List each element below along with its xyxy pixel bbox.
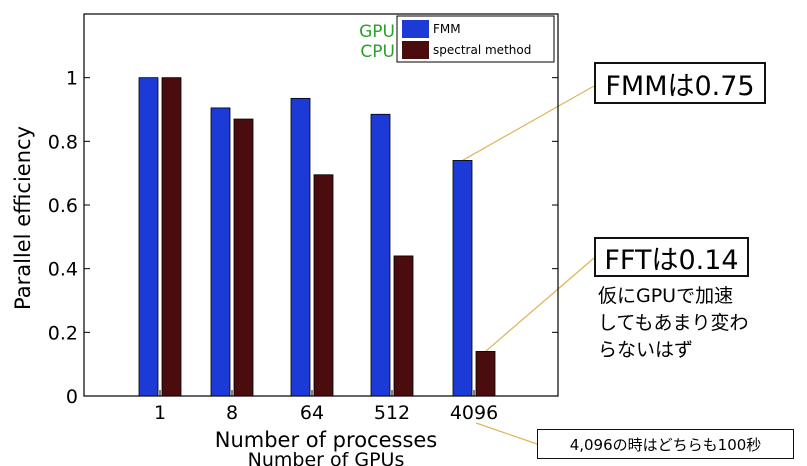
bar-spectral-8	[233, 118, 254, 397]
bar-spectral-512	[393, 255, 414, 397]
time-note-callout: 4,096の時はどちらも100秒	[537, 429, 794, 459]
bar-fmm-1	[138, 77, 159, 397]
y-axis: 0 0.2 0.4 0.6 0.8 1	[48, 68, 558, 408]
x-axis-title-secondary: Number of GPUs	[248, 449, 405, 466]
bar-fmm-4096	[452, 160, 473, 397]
y-tick-label: 0.4	[48, 259, 78, 281]
fft-note-line-2: してもあまり変わ	[598, 312, 749, 334]
fmm-callout: FMMは0.75	[594, 62, 766, 104]
y-axis-title: Parallel efficiency	[11, 126, 35, 310]
bar-spectral-1	[161, 77, 182, 397]
x-tick-label: 64	[300, 402, 324, 424]
fft-callout: FFTは0.14	[594, 237, 749, 277]
x-axis: 1 8 64 512 4096	[154, 390, 498, 424]
legend-tag-gpu: GPU	[359, 22, 395, 42]
y-tick-label: 0.8	[48, 131, 78, 153]
legend-tag-cpu: CPU	[360, 42, 395, 62]
legend-swatch-fmm	[402, 20, 429, 38]
y-tick-label: 0.2	[48, 322, 78, 344]
fft-note-line-3: らないはず	[598, 339, 694, 361]
bar-spectral-4096	[475, 351, 496, 397]
x-tick-label: 1	[154, 402, 166, 424]
legend-label-fmm: FMM	[433, 22, 461, 36]
x-tick-label: 8	[226, 402, 238, 424]
legend-swatch-spectral	[402, 41, 429, 59]
bar-fmm-64	[290, 97, 311, 397]
y-tick-label: 0	[66, 386, 78, 408]
legend: FMM spectral method GPU CPU	[359, 15, 555, 63]
legend-label-spectral: spectral method	[433, 43, 531, 57]
fmm-callout-line	[462, 85, 595, 161]
x-tick-label: 512	[374, 402, 410, 424]
y-tick-label: 1	[66, 68, 78, 90]
fft-note-line-1: 仮にGPUで加速	[598, 285, 734, 307]
callout-lines	[462, 85, 595, 445]
bar-fmm-8	[210, 107, 231, 397]
fft-callout-line	[485, 257, 595, 352]
y-tick-label: 0.6	[48, 195, 78, 217]
bar-spectral-64	[313, 174, 334, 397]
fft-note: 仮にGPUで加速 してもあまり変わ らないはず	[598, 283, 748, 364]
bars	[138, 77, 496, 397]
bar-fmm-512	[370, 113, 391, 397]
time-note-line	[475, 422, 538, 445]
x-tick-label: 4096	[450, 402, 498, 424]
x-axis-title: Number of processes	[215, 428, 438, 452]
